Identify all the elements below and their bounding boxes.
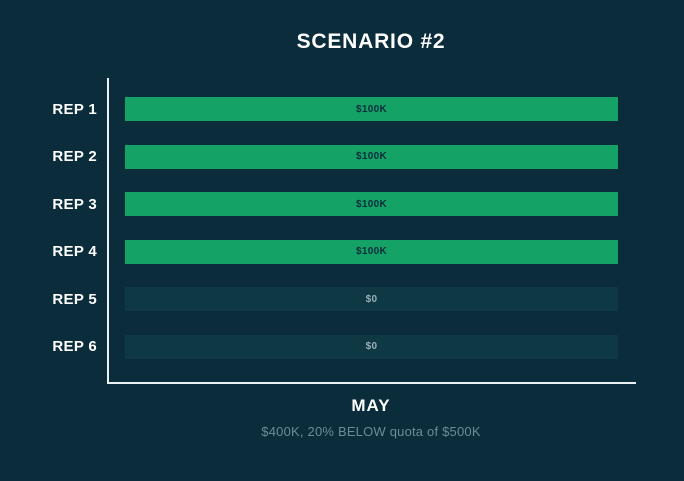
category-label: REP 2 <box>52 148 97 165</box>
bar-row: REP 2 $100K <box>0 144 618 169</box>
category-label: REP 5 <box>52 290 97 308</box>
bar-track: $100K <box>125 239 618 264</box>
chart-title: SCENARIO #2 <box>296 30 446 53</box>
bar-value-label: $100K <box>356 198 387 210</box>
bar-rows: REP 1 $100K REP 2 $100K REP 3 $100K REP … <box>0 97 618 359</box>
bar-value-label: $0 <box>365 341 378 352</box>
category-label: REP 3 <box>52 195 97 213</box>
bar-row: REP 1 $100K <box>0 97 618 121</box>
bar-track: $100K <box>125 192 618 216</box>
y-axis-line <box>107 78 109 384</box>
bar-track: $0 <box>125 287 618 311</box>
chart-subtitle: $400K, 20% BELOW quota of $500K <box>261 424 481 439</box>
category-label: REP 4 <box>52 243 97 260</box>
bar-value-label: $100K <box>356 103 387 115</box>
bar-fill <box>125 144 618 169</box>
bar-value-label: $0 <box>365 293 378 305</box>
bar-row: REP 6 $0 <box>0 334 618 359</box>
category-label: REP 1 <box>52 100 97 118</box>
bar-row: REP 3 $100K <box>0 192 618 216</box>
bar-row: REP 4 $100K <box>0 239 618 264</box>
bar-track: $0 <box>125 334 618 359</box>
bar-fill <box>125 192 618 216</box>
bar-fill <box>125 97 618 121</box>
bar-row: REP 5 $0 <box>0 287 618 311</box>
x-axis-line <box>107 382 636 384</box>
bar-track: $100K <box>125 97 618 121</box>
category-label: REP 6 <box>52 338 97 355</box>
x-axis-label: MAY <box>351 396 391 415</box>
bar-value-label: $100K <box>356 151 387 162</box>
bar-track: $100K <box>125 144 618 169</box>
bar-fill <box>125 239 618 264</box>
bar-value-label: $100K <box>356 246 387 257</box>
